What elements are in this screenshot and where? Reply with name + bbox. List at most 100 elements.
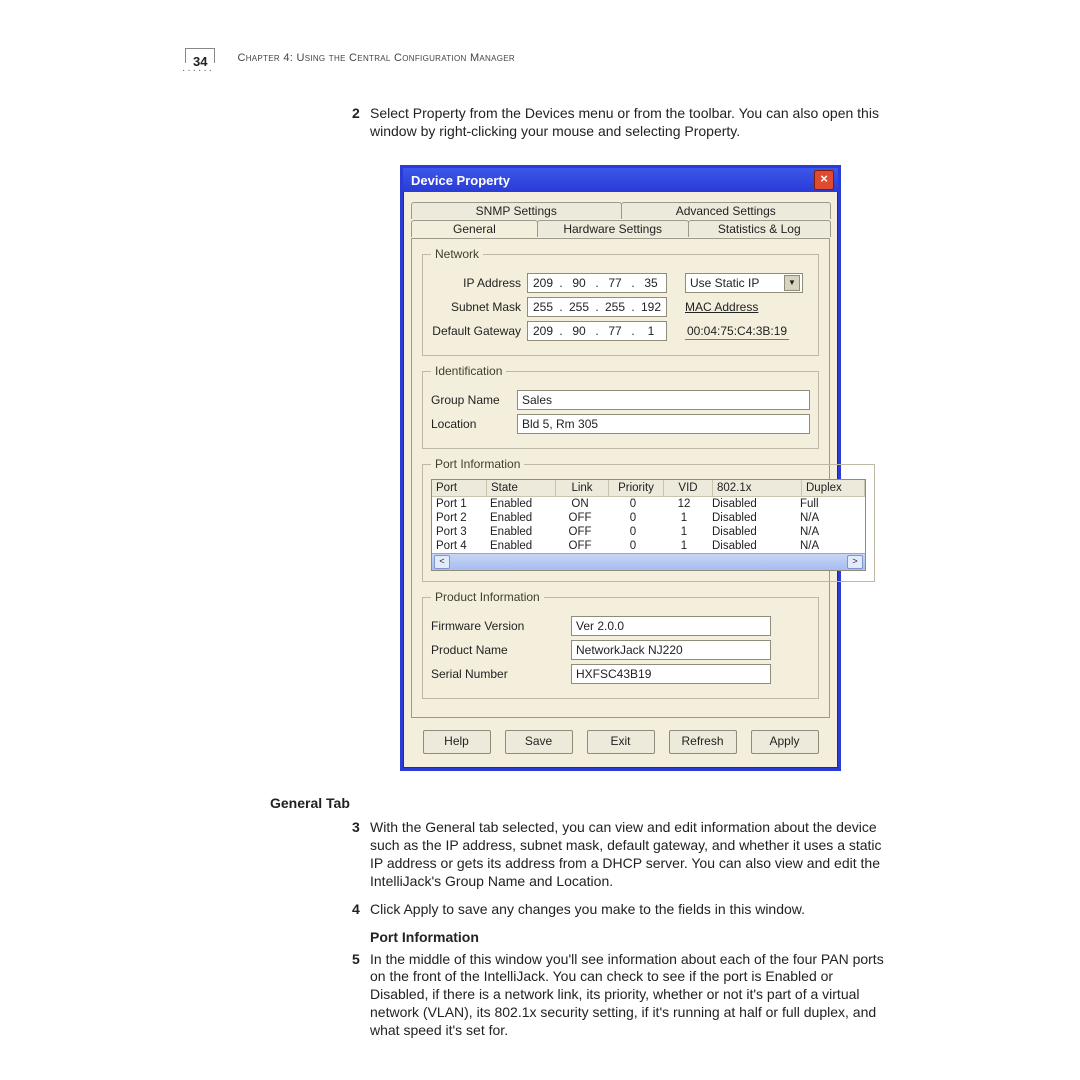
tab-advanced-settings[interactable]: Advanced Settings — [621, 202, 832, 219]
device-property-dialog: Device Property × SNMP Settings Advanced… — [400, 165, 841, 771]
step-4: 4 Click Apply to save any changes you ma… — [270, 901, 890, 919]
horizontal-scrollbar[interactable]: < > — [432, 553, 865, 570]
ip-seg[interactable]: 90 — [564, 276, 594, 290]
table-cell: Full — [796, 497, 858, 511]
ip-seg[interactable]: 255 — [528, 300, 558, 314]
port-table: Port State Link Priority VID 802.1x Dupl… — [431, 479, 866, 571]
ip-seg[interactable]: 209 — [528, 276, 558, 290]
body-top: 2 Select Property from the Devices menu … — [270, 105, 890, 151]
step-number-2: 2 — [352, 105, 360, 123]
ip-seg[interactable]: 192 — [636, 300, 666, 314]
col-priority[interactable]: Priority — [609, 480, 664, 497]
ip-address-label: IP Address — [431, 276, 527, 290]
save-button[interactable]: Save — [505, 730, 573, 754]
port-information-group: Port Information Port State Link Priorit… — [422, 457, 875, 582]
chevron-down-icon[interactable]: ▼ — [784, 275, 800, 291]
ip-seg[interactable]: 35 — [636, 276, 666, 290]
step-number-4: 4 — [352, 901, 360, 919]
dialog-button-bar: Help Save Exit Refresh Apply — [411, 730, 830, 754]
col-state[interactable]: State — [487, 480, 556, 497]
subnet-input[interactable]: 255. 255. 255. 192 — [527, 297, 667, 317]
step-5-text: In the middle of this window you'll see … — [370, 951, 884, 1039]
table-cell: Port 1 — [432, 497, 486, 511]
table-cell: ON — [554, 497, 606, 511]
location-input[interactable]: Bld 5, Rm 305 — [517, 414, 810, 434]
table-cell: Disabled — [708, 511, 796, 525]
scroll-right-icon[interactable]: > — [847, 555, 863, 569]
product-information-legend: Product Information — [431, 590, 544, 604]
product-name-value: NetworkJack NJ220 — [571, 640, 771, 660]
tab-statistics-log[interactable]: Statistics & Log — [688, 220, 831, 237]
firmware-version-label: Firmware Version — [431, 619, 571, 633]
close-icon[interactable]: × — [814, 170, 834, 190]
col-port[interactable]: Port — [432, 480, 487, 497]
table-cell: Port 2 — [432, 511, 486, 525]
step-number-3: 3 — [352, 819, 360, 837]
ip-seg[interactable]: 255 — [564, 300, 594, 314]
step-3-text: With the General tab selected, you can v… — [370, 819, 882, 889]
subnet-label: Subnet Mask — [431, 300, 527, 314]
ip-seg[interactable]: 77 — [600, 324, 630, 338]
table-cell: 1 — [660, 525, 708, 539]
product-name-label: Product Name — [431, 643, 571, 657]
table-row[interactable]: Port 2EnabledOFF01DisabledN/A — [432, 511, 865, 525]
dialog-title: Device Property — [411, 173, 510, 188]
tab-snmp-settings[interactable]: SNMP Settings — [411, 202, 622, 219]
product-information-group: Product Information Firmware Version Ver… — [422, 590, 819, 699]
table-cell: Enabled — [486, 525, 554, 539]
col-link[interactable]: Link — [556, 480, 609, 497]
exit-button[interactable]: Exit — [587, 730, 655, 754]
table-cell: 0 — [606, 525, 660, 539]
gateway-label: Default Gateway — [431, 324, 527, 338]
step-5: 5 In the middle of this window you'll se… — [270, 951, 890, 1041]
col-vid[interactable]: VID — [664, 480, 713, 497]
header-dots: ······ — [182, 65, 214, 76]
help-button[interactable]: Help — [423, 730, 491, 754]
ip-seg[interactable]: 209 — [528, 324, 558, 338]
serial-number-label: Serial Number — [431, 667, 571, 681]
dialog-titlebar[interactable]: Device Property × — [403, 168, 838, 192]
ip-mode-dropdown[interactable]: Use Static IP ▼ — [685, 273, 803, 293]
col-8021x[interactable]: 802.1x — [713, 480, 802, 497]
step-3: 3 With the General tab selected, you can… — [270, 819, 890, 891]
mac-address-label: MAC Address — [685, 300, 758, 314]
table-cell: N/A — [796, 525, 858, 539]
network-group: Network IP Address 209. 90. 77. 35 Use S… — [422, 247, 819, 356]
ip-address-input[interactable]: 209. 90. 77. 35 — [527, 273, 667, 293]
table-cell: N/A — [796, 511, 858, 525]
table-cell: OFF — [554, 539, 606, 553]
table-cell: Port 4 — [432, 539, 486, 553]
group-name-input[interactable]: Sales — [517, 390, 810, 410]
table-cell: Enabled — [486, 511, 554, 525]
step-2-text: Select Property from the Devices menu or… — [370, 105, 879, 139]
table-cell: 0 — [606, 539, 660, 553]
chapter-title: Chapter 4: Using the Central Configurati… — [237, 48, 515, 64]
table-cell: Enabled — [486, 497, 554, 511]
identification-legend: Identification — [431, 364, 506, 378]
ip-seg[interactable]: 77 — [600, 276, 630, 290]
port-information-legend: Port Information — [431, 457, 524, 471]
table-row[interactable]: Port 3EnabledOFF01DisabledN/A — [432, 525, 865, 539]
apply-button[interactable]: Apply — [751, 730, 819, 754]
step-2: 2 Select Property from the Devices menu … — [270, 105, 890, 141]
network-legend: Network — [431, 247, 483, 261]
page-number-box: 34 ······ — [185, 48, 215, 69]
tab-hardware-settings[interactable]: Hardware Settings — [537, 220, 689, 237]
gateway-input[interactable]: 209. 90. 77. 1 — [527, 321, 667, 341]
port-information-heading: Port Information — [370, 929, 890, 945]
mac-address-value: 00:04:75:C4:3B:19 — [685, 323, 789, 340]
tab-general[interactable]: General — [411, 220, 538, 237]
ip-mode-value: Use Static IP — [690, 276, 759, 290]
page-header: 34 ······ Chapter 4: Using the Central C… — [185, 48, 515, 69]
ip-seg[interactable]: 255 — [600, 300, 630, 314]
ip-seg[interactable]: 1 — [636, 324, 666, 338]
table-row[interactable]: Port 1EnabledON012DisabledFull — [432, 497, 865, 511]
scroll-left-icon[interactable]: < — [434, 555, 450, 569]
table-row[interactable]: Port 4EnabledOFF01DisabledN/A — [432, 539, 865, 553]
refresh-button[interactable]: Refresh — [669, 730, 737, 754]
tab-strip: SNMP Settings Advanced Settings General … — [411, 202, 830, 242]
ip-seg[interactable]: 90 — [564, 324, 594, 338]
table-cell: OFF — [554, 511, 606, 525]
col-duplex[interactable]: Duplex — [802, 480, 865, 497]
table-cell: Disabled — [708, 497, 796, 511]
